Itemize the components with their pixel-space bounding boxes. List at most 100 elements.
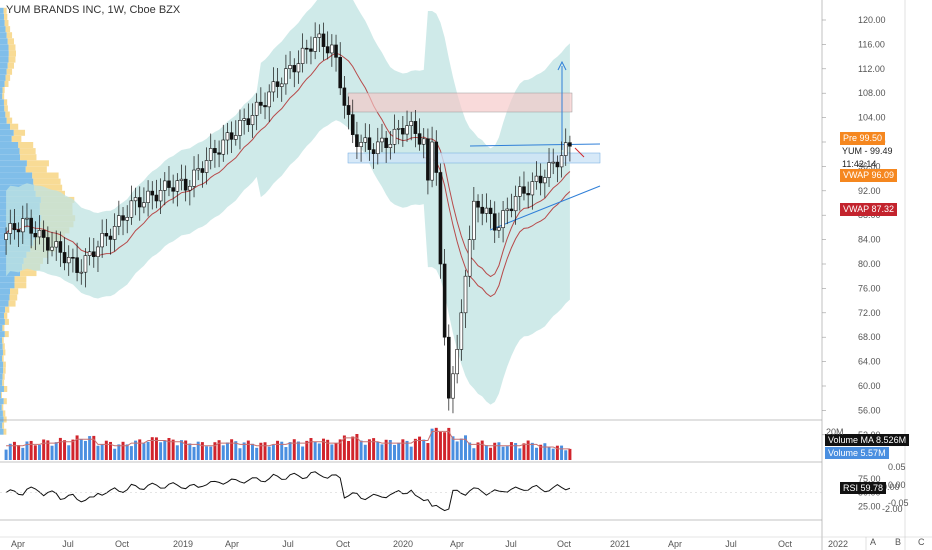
candle-body <box>431 142 434 180</box>
volume-bar <box>80 439 83 460</box>
candle-body <box>426 139 429 180</box>
profile-bar-yellow <box>6 75 11 81</box>
candle-body <box>322 34 325 47</box>
volume-bar <box>276 441 279 460</box>
profile-bar-blue <box>0 44 9 50</box>
price-tick-label: 84.00 <box>858 235 881 245</box>
candle-body <box>147 191 150 203</box>
time-axis-label: 2019 <box>173 539 193 549</box>
candle-body <box>113 226 116 239</box>
candle-body <box>226 133 229 140</box>
profile-bar-yellow <box>14 276 26 282</box>
candle-body <box>318 34 321 38</box>
volume-bar <box>543 443 546 460</box>
candle-body <box>21 219 24 232</box>
profile-bar-blue <box>0 57 9 63</box>
candle-body <box>326 47 329 53</box>
bottom-button-b[interactable]: B <box>895 537 901 547</box>
candle-body <box>63 252 66 262</box>
profile-bar-blue <box>0 51 9 57</box>
candle-body <box>376 142 379 154</box>
volume-bar <box>497 442 500 460</box>
volume-bar <box>101 445 104 460</box>
volume-bar <box>468 443 471 460</box>
volume-bar <box>301 447 304 460</box>
profile-bar-yellow <box>7 118 12 124</box>
candle-body <box>105 233 108 236</box>
profile-bar-yellow <box>12 136 22 142</box>
profile-bar-blue <box>0 301 9 307</box>
candle-body <box>251 115 254 124</box>
bottom-button-a[interactable]: A <box>870 537 876 547</box>
symbol-title[interactable]: YUM BRANDS INC, 1W, Cboe BZX <box>6 4 180 16</box>
volume-bar <box>360 441 363 460</box>
volume-bar <box>247 441 250 460</box>
volume-bar <box>531 443 534 460</box>
profile-bar-yellow <box>3 362 6 368</box>
candle-body <box>280 84 283 87</box>
profile-bar-yellow <box>4 417 7 423</box>
profile-bar-yellow <box>10 124 18 130</box>
volume-tag: Volume 5.57M <box>825 447 889 459</box>
candle-body <box>71 257 74 258</box>
candle-body <box>305 48 308 49</box>
profile-bar-yellow <box>2 337 4 343</box>
candle-body <box>167 181 170 188</box>
candle-body <box>335 45 338 57</box>
profile-bar-yellow <box>10 288 18 294</box>
volume-bar <box>568 449 571 460</box>
candle-body <box>510 209 513 211</box>
bottom-button-c[interactable]: C <box>918 537 925 547</box>
profile-bar-blue <box>0 331 5 337</box>
candle-body <box>439 173 442 265</box>
profile-bar-yellow <box>3 343 5 349</box>
volume-bar <box>205 446 208 460</box>
volume-bar <box>230 439 233 460</box>
profile-bar-blue <box>0 87 3 93</box>
candle-body <box>289 65 292 68</box>
candle-body <box>360 142 363 146</box>
profile-bar-yellow <box>8 63 14 69</box>
volume-bar <box>55 442 58 460</box>
profile-bar-blue <box>0 136 12 142</box>
volume-bar <box>548 447 551 460</box>
volume-bar <box>130 446 133 460</box>
candle-body <box>468 240 471 277</box>
rsi-tick-label: 25.00 <box>858 501 881 511</box>
time-axis-label: Oct <box>778 539 793 549</box>
profile-bar-blue <box>0 282 14 288</box>
volume-bar <box>472 448 475 460</box>
profile-bar-blue <box>0 404 2 410</box>
volume-bar <box>397 443 400 460</box>
price-tick-label: 108.00 <box>858 88 886 98</box>
volume-bar <box>380 444 383 460</box>
candle-body <box>364 138 367 143</box>
candle-body <box>330 45 333 53</box>
candle-body <box>222 140 225 154</box>
profile-bar-blue <box>0 319 5 325</box>
candle-body <box>193 170 196 186</box>
candle-body <box>284 69 287 84</box>
candle-body <box>272 82 275 92</box>
profile-bar-yellow <box>3 368 6 374</box>
volume-bar <box>456 441 459 460</box>
profile-bar-yellow <box>6 26 11 32</box>
profile-bar-blue <box>0 307 5 313</box>
candle-body <box>30 218 33 233</box>
candle-body <box>184 179 187 190</box>
profile-bar-blue <box>0 325 2 331</box>
candle-body <box>276 82 279 87</box>
price-scale: 120.00116.00112.00108.00104.00100.0096.0… <box>822 15 886 440</box>
candle-body <box>17 230 20 232</box>
candle-body <box>456 349 459 373</box>
volume-bar <box>226 442 229 460</box>
profile-bar-yellow <box>4 105 8 111</box>
profile-bar-blue <box>0 99 4 105</box>
volume-bar <box>255 448 258 460</box>
volume-bar <box>330 444 333 460</box>
profile-bar-blue <box>0 313 4 319</box>
volume-bar <box>376 442 379 460</box>
profile-bar-blue <box>0 118 7 124</box>
candle-body <box>489 208 492 214</box>
